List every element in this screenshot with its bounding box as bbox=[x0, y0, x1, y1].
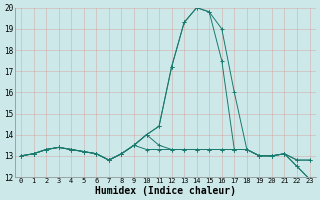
X-axis label: Humidex (Indice chaleur): Humidex (Indice chaleur) bbox=[95, 186, 236, 196]
